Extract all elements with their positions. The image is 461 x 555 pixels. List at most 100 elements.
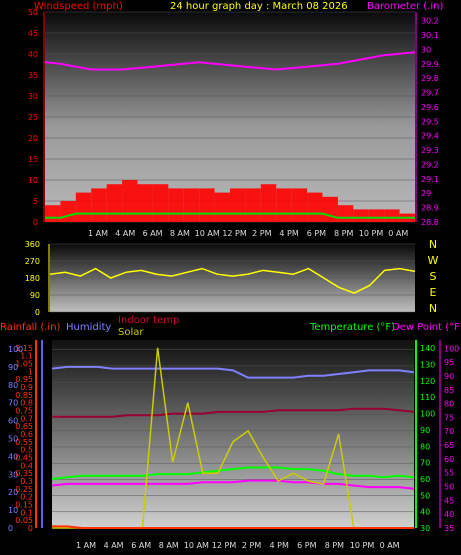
windspeed-bar xyxy=(75,192,92,222)
windspeed-bar xyxy=(230,188,246,222)
time-tick: 2 PM xyxy=(242,541,261,550)
time-tick: 12 PM xyxy=(222,229,247,238)
dewpoint-tick: 50 xyxy=(444,483,454,492)
time-tick: 1 AM xyxy=(76,541,96,550)
direction-tick: 180 xyxy=(25,274,40,283)
wind-direction-series xyxy=(49,267,416,294)
dewpoint-line xyxy=(51,479,415,490)
time-tick: 6 AM xyxy=(131,541,151,550)
barometer-tick: 29.3 xyxy=(421,146,439,155)
time-tick: 10 PM xyxy=(359,229,384,238)
windspeed-tick: 20 xyxy=(28,134,38,143)
time-axis-top: 1 AM 4 AM 6 AM 8 AM 10 AM 12 PM 2 PM 4 PM 6 PM 8 … xyxy=(88,229,408,238)
indoor-temp-line xyxy=(52,407,415,418)
temperature-tick: 100 xyxy=(420,410,435,419)
barometer-tick: 29 xyxy=(421,189,431,198)
time-tick: 8 AM xyxy=(170,229,190,238)
rainfall-tick: 0.1 xyxy=(20,508,33,517)
rainfall-tick: 0.6 xyxy=(20,430,33,439)
humidity-tick: 80 xyxy=(8,381,18,390)
windspeed-tick: 50 xyxy=(28,8,38,17)
dewpoint-tick: 60 xyxy=(444,455,454,464)
windspeed-axis-title: Windspeed (mph) xyxy=(34,1,123,12)
barometer-tick: 29.8 xyxy=(421,74,439,83)
windspeed-ticks: 0 5 10 15 20 25 30 35 40 45 50 xyxy=(28,8,38,227)
wind-direction-ticks: 0 90 180 270 360 xyxy=(25,240,40,317)
windspeed-bar xyxy=(260,184,277,222)
compass-label: E xyxy=(430,286,437,299)
compass-label: W xyxy=(428,254,439,267)
barometer-tick: 29.1 xyxy=(421,175,439,184)
wind-direction-line xyxy=(49,267,416,294)
temp-humidity-series xyxy=(51,347,415,529)
temperature-tick: 50 xyxy=(420,491,430,500)
rainfall-tick: 0.7 xyxy=(20,414,33,423)
time-tick: 8 PM xyxy=(325,541,344,550)
windspeed-bar xyxy=(291,188,308,222)
dewpoint-ticks: 35 40 45 50 55 60 65 70 75 80 85 90 95 100 xyxy=(444,344,459,533)
dewpoint-tick: 45 xyxy=(444,496,454,505)
time-tick: 6 PM xyxy=(297,541,316,550)
humidity-tick: 50 xyxy=(8,434,18,443)
windspeed-tick: 0 xyxy=(33,218,38,227)
windspeed-bar xyxy=(322,196,338,222)
windspeed-bar xyxy=(137,184,153,222)
windspeed-tick: 35 xyxy=(28,71,38,80)
compass-label: N xyxy=(429,238,437,251)
time-tick: 12 PM xyxy=(212,541,237,550)
time-tick: 0 AM xyxy=(388,229,408,238)
humidity-tick: 0 xyxy=(8,524,13,533)
temperature-tick: 130 xyxy=(420,361,435,370)
indoor-temp-legend: Indoor temp xyxy=(118,315,179,326)
rainfall-tick: 1 xyxy=(28,367,33,376)
dewpoint-tick: 70 xyxy=(444,427,454,436)
humidity-tick: 70 xyxy=(8,399,18,408)
time-tick: 2 PM xyxy=(252,229,271,238)
humidity-tick: 100 xyxy=(8,345,23,354)
rainfall-tick: 0.55 xyxy=(15,438,33,447)
barometer-tick: 29.2 xyxy=(421,160,439,169)
windspeed-tick: 5 xyxy=(33,197,38,206)
direction-tick: 90 xyxy=(30,291,40,300)
temperature-tick: 40 xyxy=(420,508,430,517)
time-tick: 10 PM xyxy=(350,541,375,550)
wind-baro-series xyxy=(44,51,416,222)
rainfall-tick: 0.5 xyxy=(20,446,33,455)
direction-tick: 0 xyxy=(35,308,40,317)
windspeed-bar xyxy=(337,205,354,222)
rainfall-axis-title: Rainfall (.in) xyxy=(0,322,61,333)
dewpoint-tick: 55 xyxy=(444,469,454,478)
temperature-tick: 80 xyxy=(420,442,430,451)
windspeed-tick: 40 xyxy=(28,50,38,59)
time-tick: 4 AM xyxy=(104,541,124,550)
rainfall-tick: 0.65 xyxy=(15,422,33,431)
dewpoint-tick: 40 xyxy=(444,510,454,519)
windspeed-bar xyxy=(45,205,61,222)
solar-legend: Solar xyxy=(118,327,144,338)
rainfall-tick: 0.35 xyxy=(15,469,33,478)
barometer-tick: 30 xyxy=(421,45,431,54)
time-tick: 10 AM xyxy=(184,541,209,550)
windspeed-bar xyxy=(168,188,184,222)
rainfall-tick: 0.15 xyxy=(15,501,33,510)
barometer-ticks: 28.8 28.9 29 29.1 29.2 29.3 29.4 29.5 29.6 29.7 29… xyxy=(421,17,439,227)
rainfall-tick: 0.05 xyxy=(15,516,33,525)
dewpoint-tick: 95 xyxy=(444,358,454,367)
compass-label: N xyxy=(429,302,437,315)
compass-label: S xyxy=(430,270,437,283)
dewpoint-tick: 80 xyxy=(444,400,454,409)
barometer-tick: 29.7 xyxy=(421,89,439,98)
rainfall-tick: 0.2 xyxy=(20,493,33,502)
avg-wind-line xyxy=(45,212,415,219)
temperature-tick: 60 xyxy=(420,475,430,484)
temperature-ticks: 30 40 50 60 70 80 90 100 110 120 130 140 xyxy=(420,344,435,533)
rainfall-tick: 1.05 xyxy=(15,360,33,369)
humidity-tick: 40 xyxy=(8,452,18,461)
rainfall-tick: 0 xyxy=(28,524,33,533)
temperature-tick: 110 xyxy=(420,393,435,402)
chart-title: 24 hour graph day : March 08 2026 xyxy=(170,1,348,12)
humidity-line xyxy=(51,365,415,379)
rainfall-tick: 1.1 xyxy=(20,352,33,361)
temperature-line xyxy=(51,466,415,480)
